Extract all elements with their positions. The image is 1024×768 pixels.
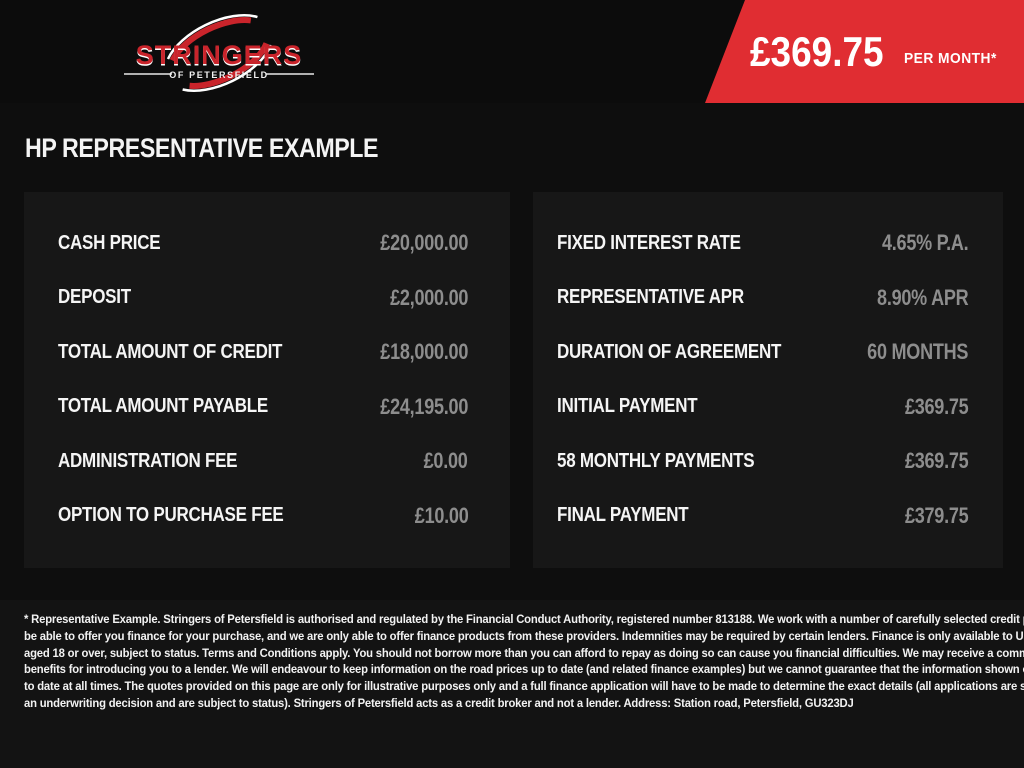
disclaimer-line: be able to offer you finance for your pu… (24, 628, 1024, 643)
finance-row-initial-payment: INITIAL PAYMENT £369.75 (533, 380, 1003, 435)
finance-panel-left: CASH PRICE £20,000.00 DEPOSIT £2,000.00 … (24, 192, 510, 568)
footer-strip: * Representative Example. Stringers of P… (0, 600, 1024, 768)
finance-row-monthly-payments: 58 MONTHLY PAYMENTS £369.75 (533, 434, 1003, 489)
row-value: £20,000.00 (380, 230, 468, 256)
row-label: TOTAL AMOUNT OF CREDIT (58, 340, 283, 363)
row-label: TOTAL AMOUNT PAYABLE (58, 395, 268, 418)
finance-row-deposit: DEPOSIT £2,000.00 (24, 271, 510, 326)
logo-tagline: OF PETERSFIELD (169, 70, 268, 80)
row-value: £369.75 (904, 393, 969, 419)
per-month-label: PER MONTH* (903, 50, 997, 67)
row-label: OPTION TO PURCHASE FEE (58, 504, 284, 527)
brand-logo: STRINGERS STRINGERS OF PETERSFIELD (98, 8, 334, 100)
finance-row-final-payment: FINAL PAYMENT £379.75 (533, 489, 1003, 544)
row-label: CASH PRICE (58, 231, 161, 254)
finance-row-cash-price: CASH PRICE £20,000.00 (24, 216, 510, 271)
row-value: £369.75 (904, 448, 969, 474)
finance-row-total-payable: TOTAL AMOUNT PAYABLE £24,195.00 (24, 380, 510, 435)
finance-row-apr: REPRESENTATIVE APR 8.90% APR (533, 271, 1003, 326)
row-label: REPRESENTATIVE APR (557, 286, 744, 309)
row-label: DURATION OF AGREEMENT (557, 340, 782, 363)
row-label: ADMINISTRATION FEE (58, 449, 238, 472)
header-bar: STRINGERS STRINGERS OF PETERSFIELD £369.… (0, 0, 1024, 103)
row-label: FINAL PAYMENT (557, 504, 689, 527)
logo-swoosh-icon: STRINGERS STRINGERS OF PETERSFIELD (124, 14, 314, 92)
finance-panel-right: FIXED INTEREST RATE 4.65% P.A. REPRESENT… (533, 192, 1003, 568)
disclaimer-line: an underwriting decision and are subject… (24, 695, 854, 710)
finance-row-option-fee: OPTION TO PURCHASE FEE £10.00 (24, 489, 510, 544)
monthly-price-banner: £369.75 PER MONTH* (705, 0, 1024, 103)
row-value: £18,000.00 (380, 339, 468, 365)
disclaimer-line: aged 18 or over, subject to status. Term… (24, 645, 1024, 660)
row-value: 60 MONTHS (866, 339, 968, 365)
disclaimer-line: to date at all times. The quotes provide… (24, 679, 1024, 694)
row-value: 8.90% APR (876, 284, 969, 310)
row-label: 58 MONTHLY PAYMENTS (557, 449, 755, 472)
row-value: £24,195.00 (380, 393, 468, 419)
disclaimer-line: * Representative Example. Stringers of P… (24, 612, 1024, 626)
row-value: £10.00 (414, 502, 468, 528)
row-value: £0.00 (424, 448, 468, 474)
row-label: INITIAL PAYMENT (557, 395, 698, 418)
row-value: 4.65% P.A. (881, 230, 969, 256)
finance-row-total-credit: TOTAL AMOUNT OF CREDIT £18,000.00 (24, 325, 510, 380)
finance-row-duration: DURATION OF AGREEMENT 60 MONTHS (533, 325, 1003, 380)
logo-text: STRINGERS (136, 40, 303, 70)
row-value: £379.75 (904, 502, 969, 528)
disclaimer-line: benefits for introducing you to a lender… (24, 662, 1024, 677)
page-title: HP REPRESENTATIVE EXAMPLE (25, 133, 379, 163)
row-value: £2,000.00 (389, 284, 468, 310)
monthly-price: £369.75 (750, 27, 884, 75)
row-label: DEPOSIT (58, 286, 131, 309)
finance-row-admin-fee: ADMINISTRATION FEE £0.00 (24, 434, 510, 489)
finance-row-interest-rate: FIXED INTEREST RATE 4.65% P.A. (533, 216, 1003, 271)
logo-text-shadow: STRINGERS (136, 42, 303, 72)
legal-disclaimer: * Representative Example. Stringers of P… (24, 611, 1024, 712)
row-label: FIXED INTEREST RATE (557, 231, 741, 254)
